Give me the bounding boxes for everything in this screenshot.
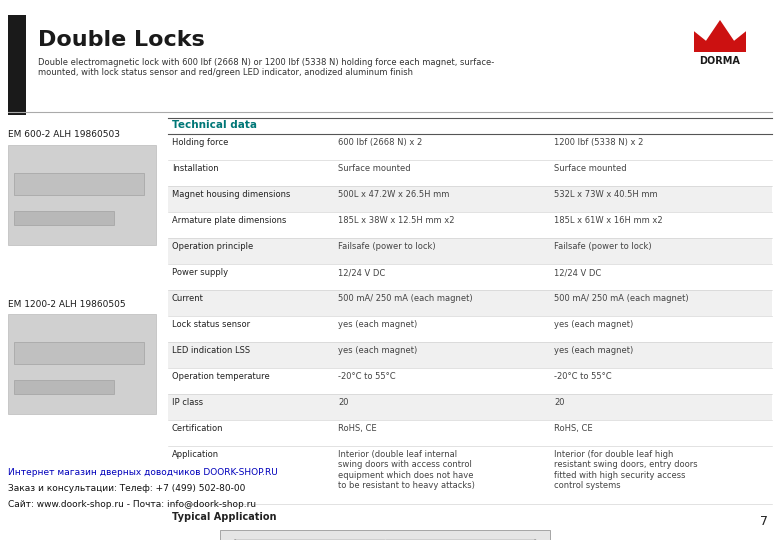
Text: DORMA: DORMA [700,56,740,66]
Polygon shape [694,20,746,52]
Text: 532L x 73W x 40.5H mm: 532L x 73W x 40.5H mm [554,190,658,199]
Bar [8,15,26,115]
Text: Certification: Certification [172,424,224,433]
Text: 20: 20 [554,398,565,407]
Bar [14,173,144,195]
Text: Operation principle: Operation principle [172,242,254,251]
Text: Current: Current [172,294,204,303]
Bar [14,342,144,364]
Text: Application: Application [172,450,219,459]
Text: LED indication LSS: LED indication LSS [172,346,250,355]
Bar [8,314,156,414]
Text: 185L x 61W x 16H mm x2: 185L x 61W x 16H mm x2 [554,216,663,225]
Text: Double Locks: Double Locks [38,30,204,50]
Text: Failsafe (power to lock): Failsafe (power to lock) [554,242,651,251]
Text: Operation temperature: Operation temperature [172,372,270,381]
Text: 600 lbf (2668 N) x 2: 600 lbf (2668 N) x 2 [338,138,422,147]
Text: Installation: Installation [172,164,218,173]
Bar [14,211,114,225]
Text: Typical Application: Typical Application [172,512,276,522]
Text: EM 600-2 ALH 19860503: EM 600-2 ALH 19860503 [8,130,120,139]
Text: Lock status sensor: Lock status sensor [172,320,250,329]
Text: 500 mA/ 250 mA (each magnet): 500 mA/ 250 mA (each magnet) [338,294,473,303]
Bar [168,342,772,368]
Text: yes (each magnet): yes (each magnet) [554,320,633,329]
Text: yes (each magnet): yes (each magnet) [338,320,417,329]
Text: 500L x 47.2W x 26.5H mm: 500L x 47.2W x 26.5H mm [338,190,449,199]
Text: Заказ и консультации: Телеф: +7 (499) 502-80-00: Заказ и консультации: Телеф: +7 (499) 50… [8,484,246,493]
Text: Holding force: Holding force [172,138,229,147]
Bar [220,530,550,540]
Text: yes (each magnet): yes (each magnet) [554,346,633,355]
Text: Power supply: Power supply [172,268,228,277]
Bar [168,290,772,316]
Text: Failsafe (power to lock): Failsafe (power to lock) [338,242,435,251]
Bar [168,394,772,420]
Text: 12/24 V DC: 12/24 V DC [338,268,385,277]
Text: 20: 20 [338,398,349,407]
Bar [14,380,114,394]
Text: Interior (double leaf internal
swing doors with access control
equipment which d: Interior (double leaf internal swing doo… [338,450,475,490]
Bar [168,238,772,264]
Text: Интернет магазин дверных доводчиков DOORK-SHOP.RU: Интернет магазин дверных доводчиков DOOR… [8,468,278,477]
Text: Surface mounted: Surface mounted [554,164,626,173]
Text: Interior (for double leaf high
resistant swing doors, entry doors
fitted with hi: Interior (for double leaf high resistant… [554,450,697,490]
Text: EM 1200-2 ALH 19860505: EM 1200-2 ALH 19860505 [8,300,126,309]
Text: Surface mounted: Surface mounted [338,164,410,173]
Text: IP class: IP class [172,398,203,407]
Text: Double electromagnetic lock with 600 lbf (2668 N) or 1200 lbf (5338 N) holding f: Double electromagnetic lock with 600 lbf… [38,58,495,77]
Text: 1200 lbf (5338 N) x 2: 1200 lbf (5338 N) x 2 [554,138,644,147]
Text: 7: 7 [760,515,768,528]
Text: Armature plate dimensions: Armature plate dimensions [172,216,286,225]
Text: yes (each magnet): yes (each magnet) [338,346,417,355]
Text: Сайт: www.doork-shop.ru - Почта: info@doork-shop.ru: Сайт: www.doork-shop.ru - Почта: info@do… [8,500,256,509]
Text: 500 mA/ 250 mA (each magnet): 500 mA/ 250 mA (each magnet) [554,294,689,303]
Text: 185L x 38W x 12.5H mm x2: 185L x 38W x 12.5H mm x2 [338,216,455,225]
Text: Magnet housing dimensions: Magnet housing dimensions [172,190,290,199]
Text: Technical data: Technical data [172,120,257,130]
Text: RoHS, CE: RoHS, CE [554,424,593,433]
Text: -20°C to 55°C: -20°C to 55°C [554,372,612,381]
Text: 12/24 V DC: 12/24 V DC [554,268,601,277]
Text: RoHS, CE: RoHS, CE [338,424,377,433]
Bar [168,186,772,212]
Text: -20°C to 55°C: -20°C to 55°C [338,372,395,381]
Bar [8,145,156,245]
